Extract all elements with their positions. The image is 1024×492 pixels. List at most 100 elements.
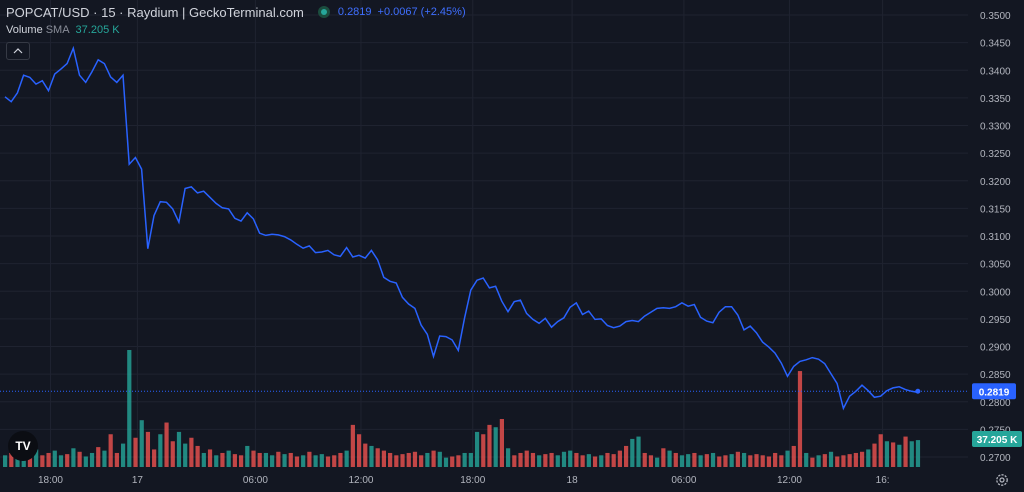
volume-bar xyxy=(599,455,604,467)
volume-bar xyxy=(841,455,846,467)
volume-bar xyxy=(263,452,269,467)
volume-bar xyxy=(356,434,362,467)
volume-bar xyxy=(568,450,573,467)
volume-bar xyxy=(425,452,430,467)
time-tick-label: 12:00 xyxy=(348,475,373,486)
volume-bar xyxy=(9,452,14,467)
volume-bar xyxy=(412,451,418,467)
volume-bar xyxy=(83,456,88,467)
volume-bar xyxy=(773,452,778,467)
tradingview-logo-icon[interactable]: TV xyxy=(8,431,38,461)
volume-bar xyxy=(810,457,815,467)
volume-bar xyxy=(779,455,784,467)
volume-histogram xyxy=(3,350,921,467)
time-tick-label: 16: xyxy=(876,475,890,486)
volume-bar xyxy=(443,457,449,467)
price-tick-label: 0.3300 xyxy=(980,122,1011,133)
price-line xyxy=(4,45,919,411)
volume-bar xyxy=(34,449,39,467)
volume-bar xyxy=(555,455,560,467)
last-price-badge xyxy=(972,383,1016,400)
volume-bar xyxy=(474,431,480,467)
volume-bar xyxy=(456,455,461,467)
volume-bar xyxy=(133,437,138,467)
volume-bar xyxy=(307,451,312,467)
volume-bar xyxy=(232,454,237,467)
volume-bar xyxy=(313,455,318,467)
volume-bar xyxy=(797,371,803,467)
volume-bar xyxy=(549,452,554,467)
volume-sma-label: SMA xyxy=(45,24,70,36)
volume-bar xyxy=(226,450,231,467)
volume-bar xyxy=(319,454,324,467)
volume-bar xyxy=(499,419,504,467)
volume-bar xyxy=(804,452,809,467)
volume-bar xyxy=(791,445,796,467)
symbol-title[interactable]: POPCAT/USD · 15 · Raydium | GeckoTermina… xyxy=(6,4,304,20)
volume-bar xyxy=(71,448,76,467)
volume-bar xyxy=(276,451,281,467)
volume-bar xyxy=(96,447,101,467)
volume-bar xyxy=(648,455,654,467)
volume-bar xyxy=(822,454,827,467)
volume-bar xyxy=(257,452,262,467)
volume-bar xyxy=(102,450,107,467)
collapse-legend-button[interactable] xyxy=(6,42,30,60)
volume-bar xyxy=(624,445,629,467)
volume-bar xyxy=(723,455,728,467)
volume-bar xyxy=(655,457,660,467)
volume-bar xyxy=(580,455,585,467)
symbol-header: POPCAT/USD · 15 · Raydium | GeckoTermina… xyxy=(6,3,466,21)
volume-bar xyxy=(220,452,225,467)
volume-label[interactable]: Volume xyxy=(6,24,43,36)
market-status-icon xyxy=(317,6,330,18)
volume-bar xyxy=(760,455,765,467)
volume-bar xyxy=(530,452,536,467)
volume-bar xyxy=(176,431,182,467)
volume-bar xyxy=(189,437,194,467)
volume-legend: Volume SMA 37.205 K xyxy=(6,24,120,36)
price-tick-label: 0.2750 xyxy=(980,425,1011,436)
volume-bar xyxy=(145,431,151,467)
volume-bar xyxy=(611,454,616,467)
volume-bar xyxy=(468,452,473,467)
volume-bar xyxy=(58,455,64,467)
volume-bar xyxy=(816,455,821,467)
volume-bar xyxy=(369,445,374,467)
price-tick-label: 0.3200 xyxy=(980,177,1011,188)
volume-bar xyxy=(251,450,256,467)
volume-bar xyxy=(114,452,119,467)
volume-bar xyxy=(878,434,883,467)
volume-bar xyxy=(692,452,697,467)
header-change: +0.0067 (+2.45%) xyxy=(377,6,466,18)
volume-bar xyxy=(828,451,834,467)
volume-bar xyxy=(592,456,598,467)
volume-bar xyxy=(698,455,703,467)
volume-bar xyxy=(288,452,293,467)
settings-gear-icon[interactable] xyxy=(993,471,1011,489)
volume-bar xyxy=(89,452,95,467)
volume-bar xyxy=(704,454,709,467)
volume-bar xyxy=(363,443,368,467)
volume-bar xyxy=(127,350,132,467)
volume-bar xyxy=(301,455,306,467)
volume-bar xyxy=(512,455,517,467)
volume-bar xyxy=(214,455,219,467)
volume-bar xyxy=(866,449,871,467)
volume-bar xyxy=(481,434,486,467)
volume-bar xyxy=(506,448,511,467)
price-tick-label: 0.3500 xyxy=(980,11,1011,22)
volume-bar xyxy=(120,443,126,467)
price-tick-label: 0.2700 xyxy=(980,453,1011,464)
volume-bar xyxy=(381,450,387,467)
volume-bar xyxy=(195,445,200,467)
volume-bar xyxy=(642,452,647,467)
volume-bar xyxy=(152,449,157,467)
volume-bar xyxy=(493,427,498,467)
price-tick-label: 0.2950 xyxy=(980,315,1011,326)
price-tick-label: 0.3150 xyxy=(980,204,1011,215)
volume-bar xyxy=(294,456,300,467)
volume-bar xyxy=(77,451,82,467)
volume-bar xyxy=(561,451,567,467)
